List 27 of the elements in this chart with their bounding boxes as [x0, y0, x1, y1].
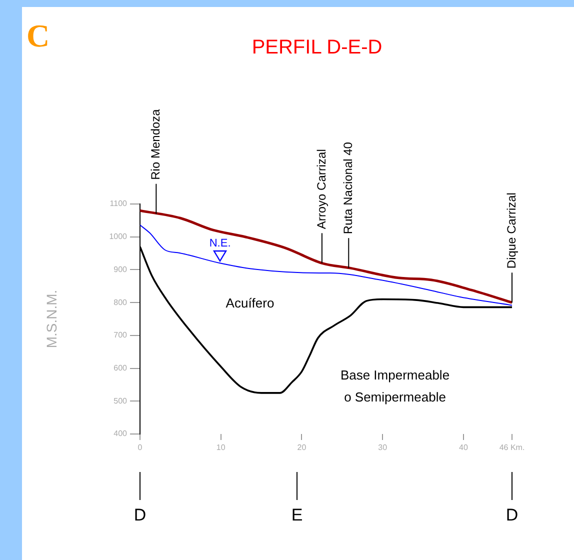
text: D — [506, 506, 518, 525]
y-tick-label: 900 — [114, 264, 128, 274]
chart-title: PERFIL D-E-D — [252, 36, 382, 59]
y-tick-label: 600 — [114, 363, 128, 372]
y-tick-label: 1000 — [109, 232, 128, 242]
annotation: Dique Carrizal — [504, 192, 518, 269]
y-tick-label: 800 — [114, 298, 128, 307]
text: E — [291, 506, 303, 525]
text: C — [26, 17, 50, 54]
y-tick-label: 700 — [114, 330, 128, 340]
x-tick-label: 10 — [216, 443, 226, 452]
y-tick-label: 400 — [114, 429, 128, 438]
x-tick-label: 30 — [378, 443, 388, 452]
x-tick-label: 0 — [138, 443, 143, 452]
x-tick-label: 20 — [297, 443, 307, 452]
y-tick-label: 500 — [114, 396, 128, 406]
series-label: N.E. — [209, 238, 231, 250]
y-axis-title: M.S.N.M. — [43, 290, 60, 348]
annotation: Acuífero — [226, 296, 274, 311]
text: D — [134, 506, 146, 525]
x-tick-label: 46 Km. — [499, 443, 525, 452]
x-tick-label: 40 — [459, 443, 468, 452]
annotation: Rio Mendoza — [148, 108, 162, 180]
y-tick-label: 1100 — [110, 199, 128, 208]
annotation: Arroyo Carrizal — [314, 149, 328, 230]
annotation: Ruta Nacional 40 — [340, 142, 355, 234]
annotation: Base Impermeable o Semipermeable — [340, 368, 450, 405]
